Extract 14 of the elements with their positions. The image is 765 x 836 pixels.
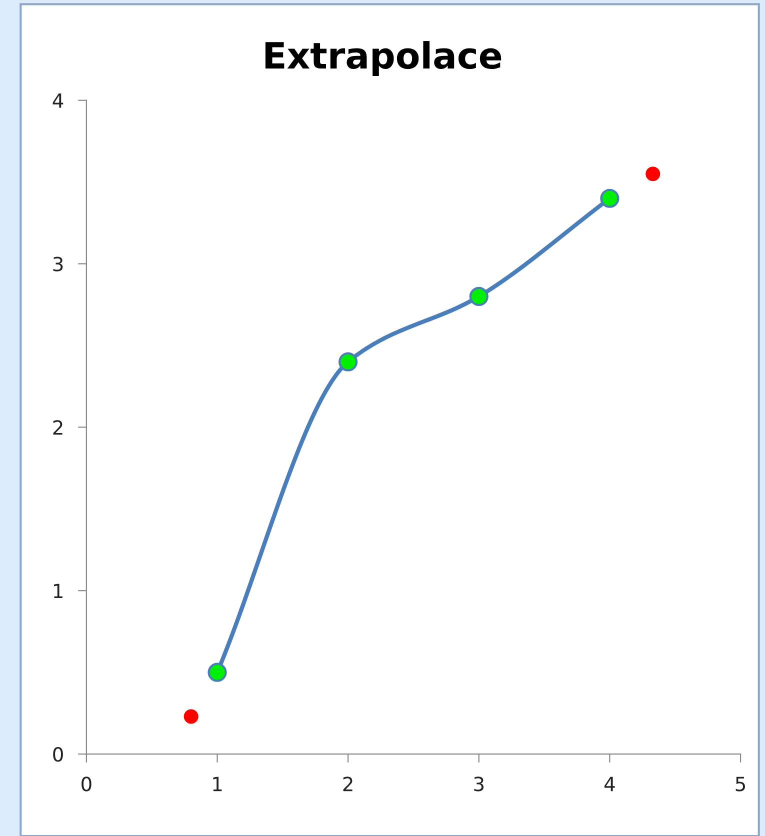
y-tick-label: 4 (52, 94, 64, 108)
x-tick-label: 1 (213, 776, 222, 792)
y-tick-label: 2 (53, 420, 62, 435)
y-tick-label: 0 (53, 747, 63, 762)
chart-title: Extrapolace (265, 41, 502, 76)
x-tick-label: 4 (604, 776, 615, 792)
x-tick-label: 2 (343, 776, 352, 792)
y-tick-label: 3 (53, 256, 63, 272)
x-tick-label: 3 (474, 776, 484, 792)
y-tick-label: 1 (54, 584, 62, 598)
x-tick-label: 0 (82, 776, 92, 792)
point (184, 709, 198, 724)
x-tick-label: 5 (736, 776, 746, 792)
point (646, 166, 660, 182)
